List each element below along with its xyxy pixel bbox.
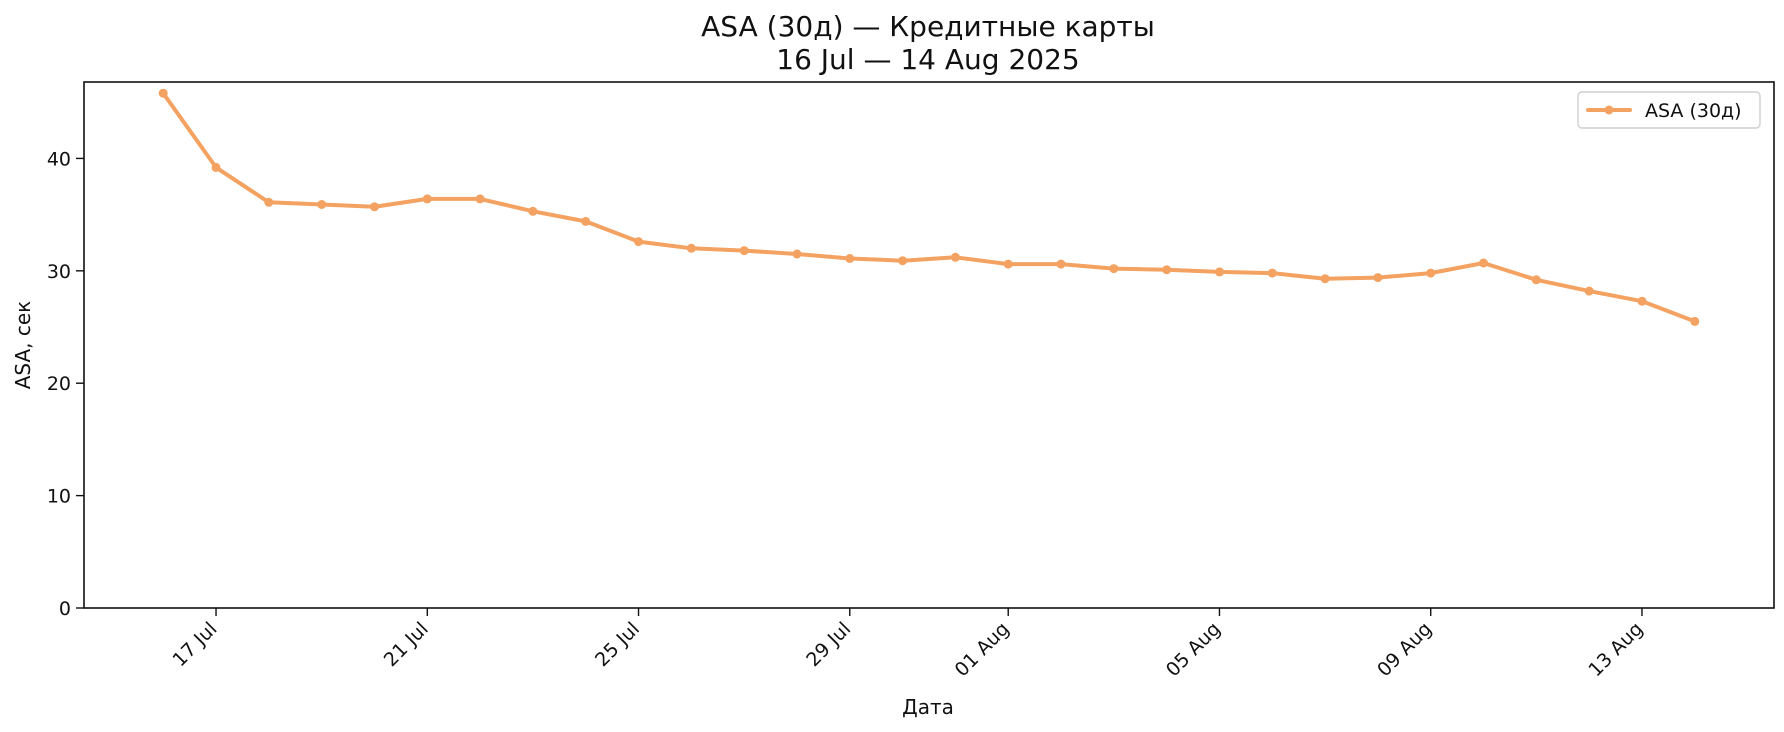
x-tick-label: 29 Jul [802, 618, 855, 671]
x-tick-label: 13 Aug [1584, 618, 1647, 681]
data-point [1109, 264, 1119, 274]
data-point [1479, 258, 1488, 268]
data-point [1056, 259, 1066, 269]
data-point [1637, 296, 1647, 306]
y-tick-label: 10 [47, 486, 71, 508]
x-tick-label: 21 Jul [380, 618, 433, 671]
y-tick-label: 30 [47, 261, 71, 283]
chart-title: ASA (30д) — Кредитные карты [701, 10, 1155, 43]
data-point [1215, 267, 1224, 277]
x-axis: 17 Jul 21 Jul 25 Jul 29 Jul 01 Aug 05 Aug 09 A… [168, 608, 1648, 681]
x-tick-label: 05 Aug [1162, 618, 1225, 681]
data-point [317, 200, 327, 209]
legend: ASA (30д) [1577, 91, 1761, 129]
y-axis: 0 10 20 30 40 [47, 148, 84, 620]
y-axis-label: ASA, сек [11, 301, 35, 390]
data-point [1584, 286, 1594, 296]
chart-subtitle: 16 Jul — 14 Aug 2025 [776, 43, 1079, 76]
x-axis-label: Дата [902, 695, 954, 719]
plot-area [83, 81, 1775, 609]
data-point [1531, 275, 1541, 285]
x-tick-label: 17 Jul [168, 618, 221, 671]
data-point [1162, 265, 1172, 275]
x-tick-label: 25 Jul [591, 618, 644, 671]
data-point [898, 256, 908, 266]
data-point [422, 194, 432, 204]
legend-box [1577, 91, 1761, 129]
data-point [950, 252, 960, 262]
legend-marker [1604, 105, 1614, 115]
legend-label: ASA (30д) [1645, 100, 1742, 122]
data-point [739, 246, 749, 256]
data-point [1373, 273, 1383, 283]
data-point [528, 206, 538, 216]
y-tick-label: 20 [47, 373, 71, 395]
series-layer [158, 88, 1700, 326]
data-point [475, 194, 485, 204]
series-line [161, 91, 1697, 324]
data-point [634, 237, 643, 247]
data-point [1690, 316, 1700, 326]
data-point [686, 243, 696, 253]
data-point [845, 254, 855, 263]
data-point [792, 249, 802, 259]
x-tick-label: 09 Aug [1373, 618, 1436, 681]
data-point [1003, 259, 1013, 269]
y-tick-label: 0 [59, 598, 71, 620]
data-point [158, 88, 168, 98]
data-point [264, 197, 274, 207]
y-tick-label: 40 [47, 148, 71, 170]
data-point [211, 162, 221, 172]
data-point [1320, 274, 1330, 284]
data-point [1267, 268, 1277, 278]
data-point [370, 202, 379, 212]
data-point [581, 216, 591, 226]
data-point [1426, 268, 1436, 278]
x-tick-label: 01 Aug [951, 618, 1014, 681]
